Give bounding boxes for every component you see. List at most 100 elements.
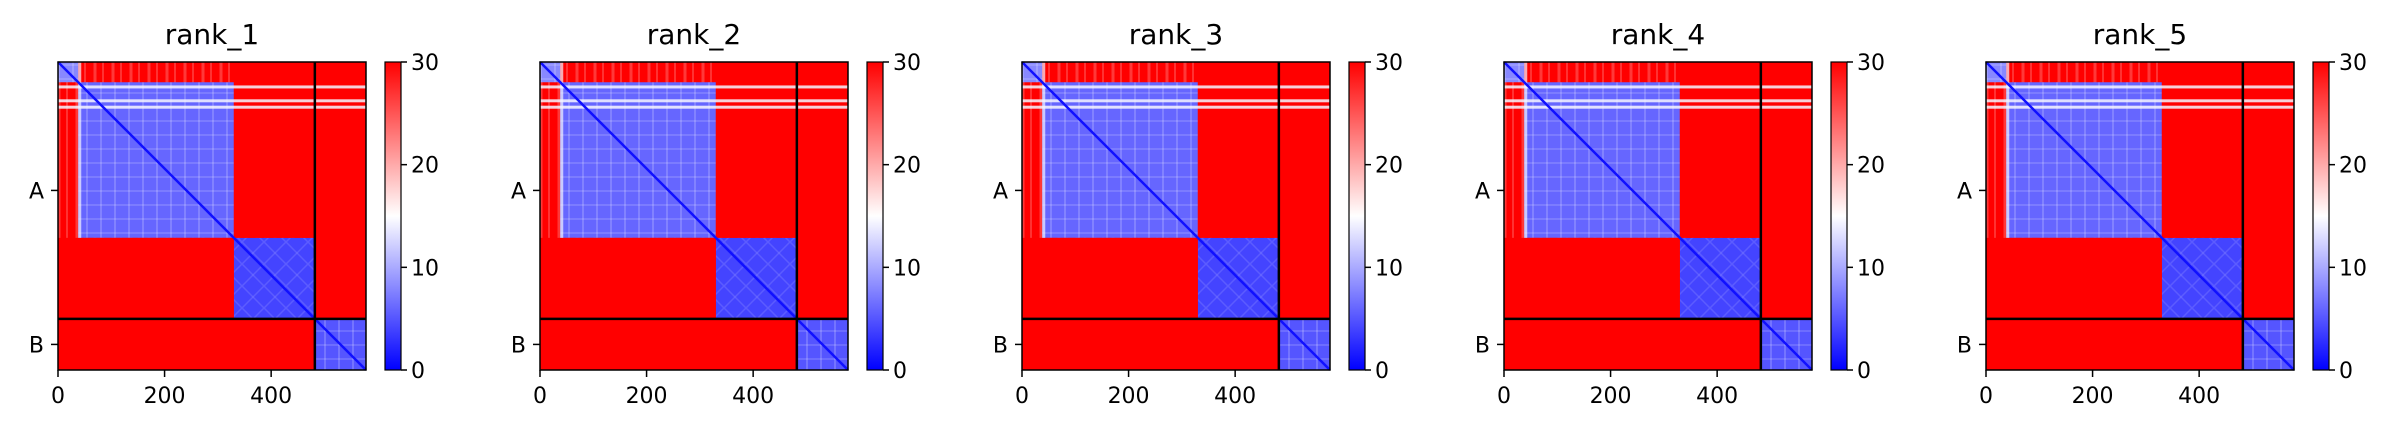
y-tick-label: B	[1475, 333, 1490, 358]
chart-title: rank_3	[1129, 18, 1223, 51]
x-tick-label: 400	[2178, 384, 2220, 409]
heatmap-block	[58, 237, 234, 319]
heatmap-block	[1504, 237, 1680, 319]
y-tick-label: A	[1475, 179, 1490, 204]
panel-rank_2: rank_2 0 200 400 A B 0 10 20 30	[511, 18, 921, 409]
colorbar-tick-label: 30	[1375, 51, 1403, 76]
heatmap-block	[1986, 318, 2243, 370]
heatmap-band	[540, 105, 848, 109]
heatmap-block	[2242, 62, 2294, 319]
colorbar-tick-label: 10	[411, 256, 439, 281]
heatmap-frame	[539, 61, 849, 371]
colorbar	[1830, 61, 1848, 371]
heatmap-block	[1679, 62, 1761, 238]
heatmap-block	[233, 62, 315, 238]
colorbar-tick-label: 10	[1857, 256, 1885, 281]
heatmap-band	[1504, 85, 1812, 89]
colorbar	[384, 61, 402, 371]
panel-rank_1: rank_1 0 200 400 A B 0 10 20 30	[29, 18, 439, 409]
heatmap-block	[1278, 62, 1330, 319]
heatmap-block	[796, 62, 848, 319]
heatmap-frame	[57, 61, 367, 371]
y-tick-label: A	[1957, 179, 1972, 204]
x-tick-label: 200	[1108, 384, 1150, 409]
x-tick-label: 0	[1015, 384, 1029, 409]
heatmap-band	[1022, 85, 1330, 89]
chart-title: rank_4	[1611, 18, 1705, 51]
x-tick-label: 400	[250, 384, 292, 409]
colorbar-tick-label: 0	[411, 359, 425, 384]
x-tick-label: 400	[1214, 384, 1256, 409]
heatmap-block	[540, 237, 716, 319]
panel-rank_3: rank_3 0 200 400 A B 0 10 20 30	[993, 18, 1403, 409]
heatmap-frame	[1021, 61, 1331, 371]
colorbar	[2312, 61, 2330, 371]
heatmap-band	[58, 99, 366, 103]
colorbar-tick-label: 0	[893, 359, 907, 384]
heatmap-block	[1760, 62, 1812, 319]
colorbar-tick-label: 30	[893, 51, 921, 76]
colorbar-tick-label: 20	[411, 154, 439, 179]
colorbar-tick-label: 10	[2339, 256, 2367, 281]
heatmap-band	[560, 62, 564, 238]
heatmap-band	[1524, 62, 1528, 238]
colorbar-tick-label: 20	[893, 154, 921, 179]
heatmap-band	[1504, 105, 1812, 109]
colorbar-tick-label: 10	[1375, 256, 1403, 281]
colorbar-tick-label: 30	[1857, 51, 1885, 76]
heatmap-band	[540, 85, 848, 89]
heatmap-block	[1504, 318, 1761, 370]
heatmap-block	[314, 62, 366, 319]
heatmap-frame	[1985, 61, 2295, 371]
y-tick-label: B	[993, 333, 1008, 358]
colorbar-tick-label: 20	[1857, 154, 1885, 179]
heatmap-block	[1022, 237, 1198, 319]
colorbar-tick-label: 10	[893, 256, 921, 281]
y-tick-label: A	[993, 179, 1008, 204]
chart-title: rank_5	[2093, 18, 2187, 51]
y-tick-label: B	[29, 333, 44, 358]
y-tick-label: A	[29, 179, 44, 204]
colorbar-tick-label: 30	[411, 51, 439, 76]
heatmap-frame	[1503, 61, 1813, 371]
colorbar-tick-label: 0	[2339, 359, 2353, 384]
heatmap-band	[58, 105, 366, 109]
x-tick-label: 400	[1696, 384, 1738, 409]
y-tick-label: A	[511, 179, 526, 204]
heatmap-band	[1504, 99, 1812, 103]
x-tick-label: 0	[533, 384, 547, 409]
x-tick-label: 200	[626, 384, 668, 409]
x-tick-label: 0	[1497, 384, 1511, 409]
x-tick-label: 200	[1590, 384, 1632, 409]
heatmap-band	[58, 85, 366, 89]
x-tick-label: 200	[144, 384, 186, 409]
colorbar-tick-label: 0	[1857, 359, 1871, 384]
colorbar-tick-label: 20	[1375, 154, 1403, 179]
heatmap-band	[2006, 62, 2010, 238]
heatmap-block	[2161, 62, 2243, 238]
y-tick-label: B	[1957, 333, 1972, 358]
heatmap-block	[540, 318, 797, 370]
heatmap-block	[715, 62, 797, 238]
x-tick-label: 0	[1979, 384, 1993, 409]
heatmap-block	[1986, 237, 2162, 319]
chart-title: rank_1	[165, 18, 259, 51]
y-tick-label: B	[511, 333, 526, 358]
heatmap-band	[78, 62, 82, 238]
heatmap-band	[1986, 105, 2294, 109]
panel-rank_5: rank_5 0 200 400 A B 0 10 20 30	[1957, 18, 2367, 409]
colorbar-tick-label: 20	[2339, 154, 2367, 179]
heatmap-band	[1022, 105, 1330, 109]
chart-title: rank_2	[647, 18, 741, 51]
heatmap-band	[540, 99, 848, 103]
heatmap-block	[58, 318, 315, 370]
heatmap-band	[1022, 99, 1330, 103]
heatmap-band	[1986, 99, 2294, 103]
colorbar-tick-label: 0	[1375, 359, 1389, 384]
panel-rank_4: rank_4 0 200 400 A B 0 10 20 30	[1475, 18, 1885, 409]
x-tick-label: 400	[732, 384, 774, 409]
x-tick-label: 0	[51, 384, 65, 409]
colorbar	[866, 61, 884, 371]
heatmap-band	[1986, 85, 2294, 89]
